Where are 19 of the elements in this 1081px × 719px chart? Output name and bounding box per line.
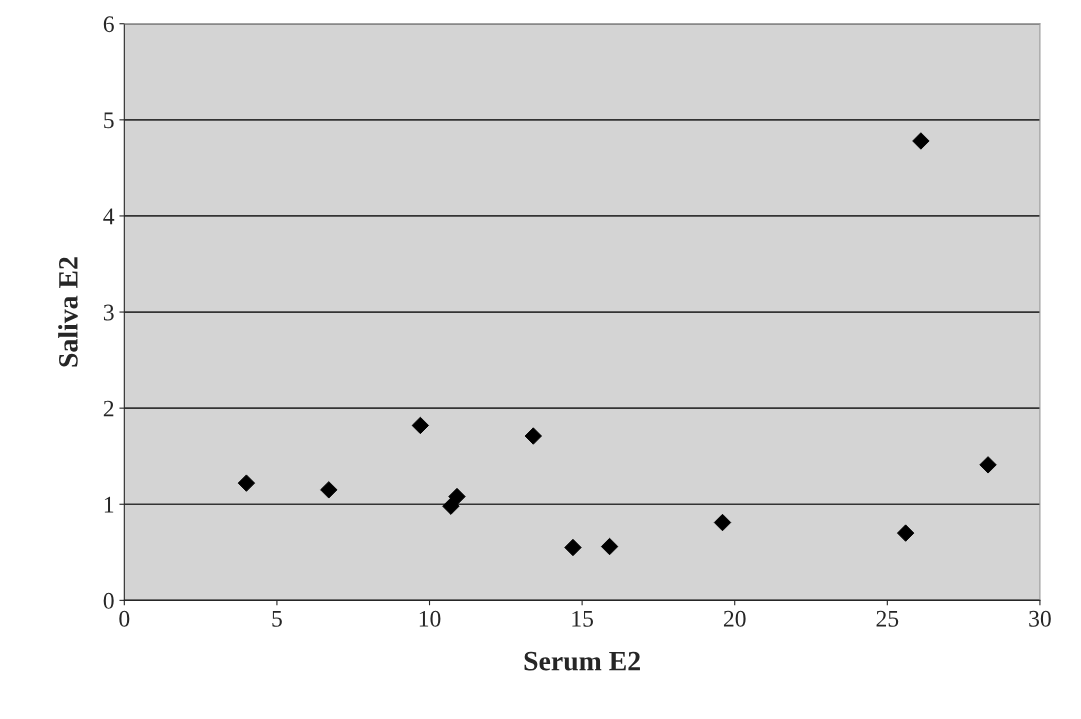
x-tick-label: 25 <box>876 610 899 627</box>
x-tick-label: 20 <box>723 610 746 627</box>
x-tick-label: 15 <box>572 610 593 627</box>
x-axis-title: Serum E2 <box>524 651 640 671</box>
y-tick-label: 6 <box>103 16 114 33</box>
y-tick-label: 2 <box>103 400 114 417</box>
y-tick-label: 0 <box>103 592 114 609</box>
y-tick-label: 3 <box>103 304 114 321</box>
x-tick-label: 5 <box>272 611 282 627</box>
x-tick-label: 0 <box>119 610 130 627</box>
point <box>713 513 732 532</box>
y-tick-label: 4 <box>103 208 115 225</box>
y-tick-label: 5 <box>104 112 114 129</box>
x-tick-label: 30 <box>1029 610 1051 627</box>
point <box>912 132 930 150</box>
x-tick-label: 10 <box>419 610 441 627</box>
y-axis-title: Saliva E2 <box>58 257 78 367</box>
point <box>979 456 997 474</box>
y-tick-label: 1 <box>104 496 114 513</box>
